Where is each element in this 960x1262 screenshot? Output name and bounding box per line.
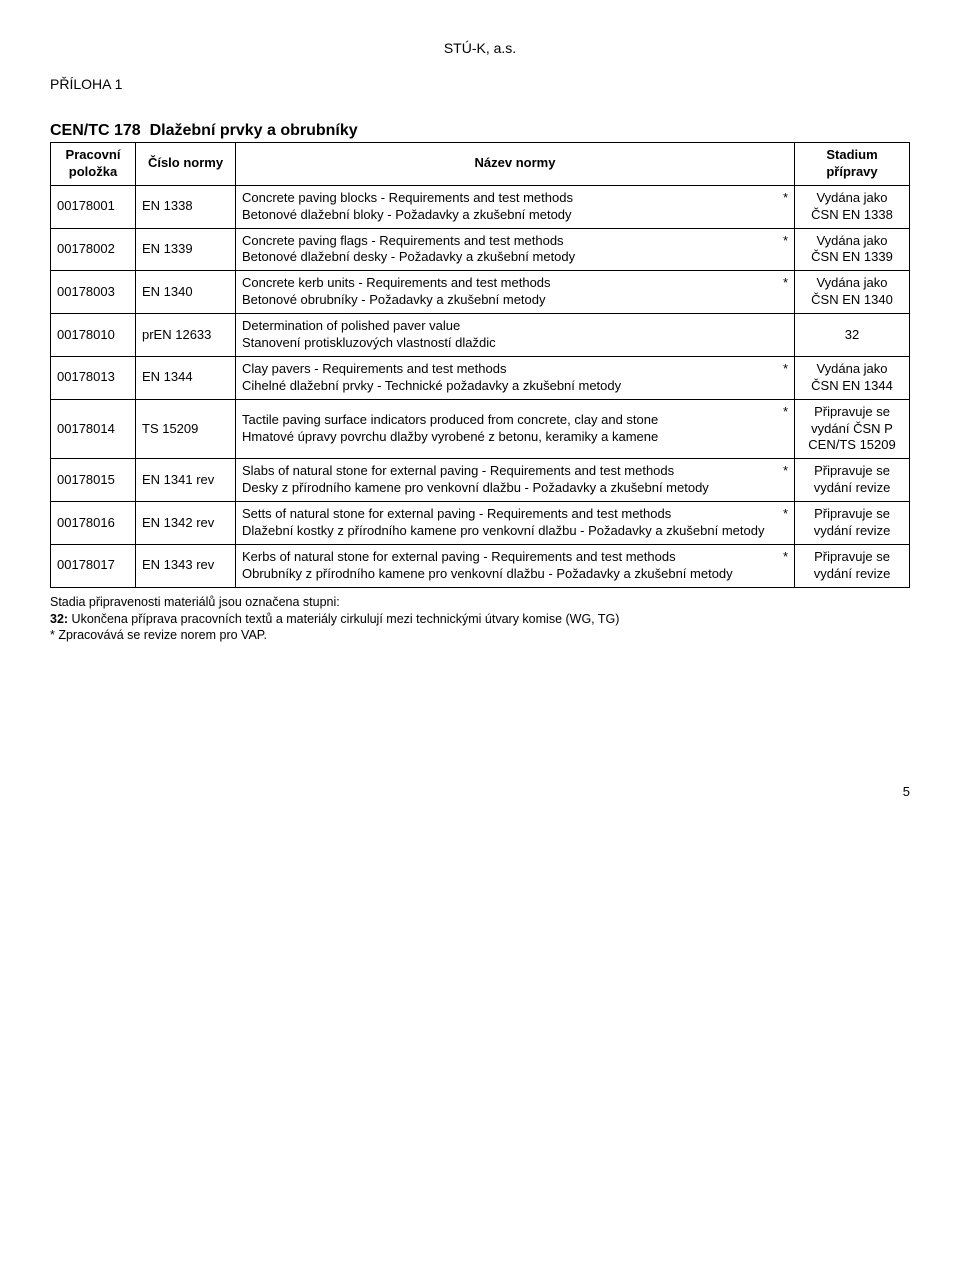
cell-position: 00178002 [51,228,136,271]
name-en: Determination of polished paver value [242,318,788,335]
notes-line-3: * Zpracovává se revize norem pro VAP. [50,627,910,644]
name-en: Kerbs of natural stone for external pavi… [242,549,788,566]
cell-stage: 32 [795,314,910,357]
cell-norm: EN 1341 rev [136,459,236,502]
cell-name: Slabs of natural stone for external pavi… [236,459,795,502]
col-header-position: Pracovní položka [51,143,136,186]
group-title: CEN/TC 178 Dlažební prvky a obrubníky [50,122,910,140]
cell-norm: EN 1342 rev [136,502,236,545]
table-header-row: Pracovní položka Číslo normy Název normy… [51,143,910,186]
cell-norm: EN 1338 [136,185,236,228]
table-row: 00178003EN 1340 Concrete kerb units - Req… [51,271,910,314]
table-row: 00178013EN 1344 Clay pavers - Requirement… [51,356,910,399]
cell-stage: Vydána jako ČSN EN 1344 [795,356,910,399]
star-icon: * [783,190,788,207]
cell-norm: TS 15209 [136,399,236,459]
notes-block: Stadia připravenosti materiálů jsou ozna… [50,594,910,645]
name-cz: Obrubníky z přírodního kamene pro venkov… [242,566,788,583]
star-icon: * [783,233,788,250]
star-icon: * [783,506,788,523]
table-row: 00178001EN 1338 Concrete paving blocks - … [51,185,910,228]
name-cz: Betonové dlažební desky - Požadavky a zk… [242,249,788,266]
group-name: Dlažební prvky a obrubníky [150,122,358,139]
notes-line-1: Stadia připravenosti materiálů jsou ozna… [50,594,910,611]
group-code: CEN/TC 178 [50,122,141,139]
star-icon: * [783,549,788,566]
name-cz: Desky z přírodního kamene pro venkovní d… [242,480,788,497]
star-icon: * [783,404,788,421]
cell-name: Tactile paving surface indicators produc… [236,399,795,459]
table-row: 00178016EN 1342 rev Setts of natural ston… [51,502,910,545]
name-en: Clay pavers - Requirements and test meth… [242,361,788,378]
table-row: 00178010prEN 12633Determination of polis… [51,314,910,357]
cell-stage: Vydána jako ČSN EN 1340 [795,271,910,314]
page-number: 5 [50,784,910,799]
notes-line-2-rest: Ukončena příprava pracovních textů a mat… [68,612,619,626]
attachment-label: PŘÍLOHA 1 [50,76,910,92]
star-icon: * [783,361,788,378]
name-en: Concrete kerb units - Requirements and t… [242,275,788,292]
name-cz: Stanovení protiskluzových vlastností dla… [242,335,788,352]
name-en: Concrete paving flags - Requirements and… [242,233,788,250]
name-en: Concrete paving blocks - Requirements an… [242,190,788,207]
cell-name: Concrete paving flags - Requirements and… [236,228,795,271]
standards-table: Pracovní položka Číslo normy Název normy… [50,142,910,588]
table-row: 00178014TS 15209 Tactile paving surface i… [51,399,910,459]
cell-stage: Vydána jako ČSN EN 1339 [795,228,910,271]
star-icon: * [783,463,788,480]
cell-name: Kerbs of natural stone for external pavi… [236,544,795,587]
table-row: 00178017EN 1343 rev Kerbs of natural ston… [51,544,910,587]
cell-position: 00178017 [51,544,136,587]
cell-position: 00178013 [51,356,136,399]
cell-norm: prEN 12633 [136,314,236,357]
cell-stage: Připravuje se vydání ČSN P CEN/TS 15209 [795,399,910,459]
cell-position: 00178003 [51,271,136,314]
col-header-norm: Číslo normy [136,143,236,186]
name-cz: Hmatové úpravy povrchu dlažby vyrobené z… [242,429,788,446]
table-row: 00178015EN 1341 rev Slabs of natural ston… [51,459,910,502]
name-en: Slabs of natural stone for external pavi… [242,463,788,480]
star-icon: * [783,275,788,292]
cell-norm: EN 1339 [136,228,236,271]
cell-norm: EN 1343 rev [136,544,236,587]
cell-name: Concrete kerb units - Requirements and t… [236,271,795,314]
notes-line-2-bold: 32: [50,612,68,626]
cell-position: 00178001 [51,185,136,228]
name-cz: Betonové obrubníky - Požadavky a zkušebn… [242,292,788,309]
name-cz: Betonové dlažební bloky - Požadavky a zk… [242,207,788,224]
cell-name: Determination of polished paver valueSta… [236,314,795,357]
notes-line-2: 32: Ukončena příprava pracovních textů a… [50,611,910,628]
name-cz: Cihelné dlažební prvky - Technické požad… [242,378,788,395]
cell-stage: Připravuje se vydání revize [795,544,910,587]
cell-position: 00178010 [51,314,136,357]
cell-stage: Připravuje se vydání revize [795,459,910,502]
cell-position: 00178014 [51,399,136,459]
name-en: Setts of natural stone for external pavi… [242,506,788,523]
name-en: Tactile paving surface indicators produc… [242,412,788,429]
cell-name: Clay pavers - Requirements and test meth… [236,356,795,399]
cell-stage: Vydána jako ČSN EN 1338 [795,185,910,228]
name-cz: Dlažební kostky z přírodního kamene pro … [242,523,788,540]
company-header: STÚ-K, a.s. [50,40,910,56]
cell-norm: EN 1340 [136,271,236,314]
cell-name: Setts of natural stone for external pavi… [236,502,795,545]
col-header-name: Název normy [236,143,795,186]
cell-stage: Připravuje se vydání revize [795,502,910,545]
table-row: 00178002EN 1339 Concrete paving flags - R… [51,228,910,271]
cell-name: Concrete paving blocks - Requirements an… [236,185,795,228]
cell-position: 00178016 [51,502,136,545]
col-header-stage: Stadium přípravy [795,143,910,186]
cell-position: 00178015 [51,459,136,502]
cell-norm: EN 1344 [136,356,236,399]
